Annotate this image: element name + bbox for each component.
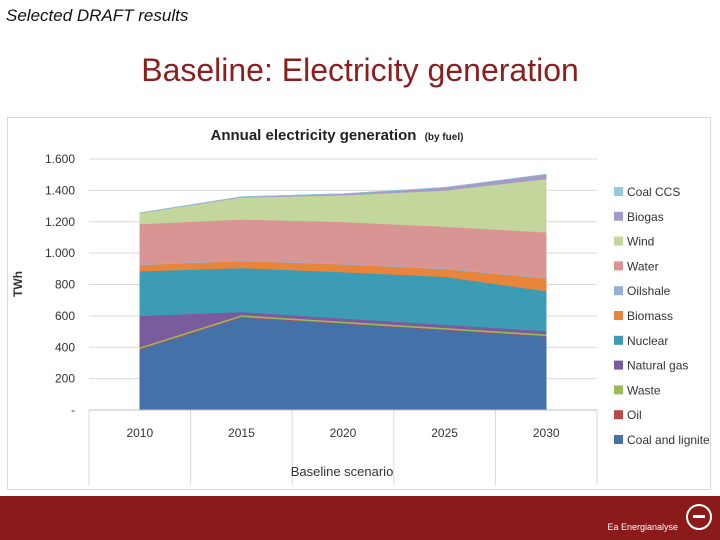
legend-item-natural-gas: Natural gas: [614, 359, 688, 373]
y-axis-label: TWh: [11, 271, 25, 297]
legend-swatch: [614, 211, 623, 221]
axis-layer: - 200 400 600 800 1.000 1.200 1.400 1.600 2010 201…: [45, 152, 598, 485]
legend-swatch: [614, 236, 623, 246]
legend-item-nuclear: Nuclear: [614, 334, 668, 348]
legend-item-biogas: Biogas: [614, 210, 664, 224]
y-tick-label: 800: [55, 278, 75, 292]
legend-label: Biogas: [627, 210, 664, 224]
legend-swatch: [614, 335, 623, 345]
slide-title: Baseline: Electricity generation: [141, 52, 579, 88]
y-tick-label: 200: [55, 372, 75, 386]
legend-swatch: [614, 311, 623, 320]
legend-label: Oil: [627, 408, 642, 422]
legend-swatch: [614, 360, 623, 370]
legend-label: Biomass: [627, 309, 673, 323]
x-tick-label: 2020: [330, 426, 357, 440]
legend-label: Coal CCS: [627, 185, 680, 199]
legend-swatch: [614, 286, 623, 296]
area-layer: [139, 173, 547, 411]
legend-swatch: [614, 410, 623, 420]
x-tick-label: 2015: [228, 426, 255, 440]
footer-bar: Ea Energianalyse: [0, 496, 720, 540]
legend: Coal CCS Biogas Wind Water Oilshale Biomass Nu…: [614, 185, 710, 447]
legend-label: Natural gas: [627, 359, 688, 373]
y-tick-label: 1.400: [45, 183, 75, 197]
legend-swatch: [614, 385, 623, 395]
chart-title: Annual electricity generation (by fuel): [211, 127, 464, 144]
x-axis-label: Baseline scenario: [291, 464, 394, 479]
legend-label: Coal and lignite: [627, 433, 710, 447]
legend-item-coal-ccs: Coal CCS: [614, 185, 680, 199]
legend-item-oil: Oil: [614, 408, 642, 422]
chart-title-main: Annual electricity generation: [211, 127, 417, 144]
legend-label: Water: [627, 259, 659, 273]
area-chart: - 200 400 600 800 1.000 1.200 1.400 1.600 2010 201…: [7, 117, 711, 490]
legend-item-biomass: Biomass: [614, 309, 673, 323]
legend-item-waste: Waste: [614, 383, 661, 397]
footer-brand: Ea Energianalyse: [607, 522, 678, 532]
company-logo-icon: [686, 504, 712, 530]
legend-item-wind: Wind: [614, 235, 654, 249]
y-tick-label: 1.000: [45, 246, 75, 260]
y-tick-label: 600: [55, 309, 75, 323]
x-tick-label: 2010: [126, 426, 153, 440]
legend-label: Wind: [627, 235, 654, 249]
x-tick-label: 2025: [431, 426, 458, 440]
legend-label: Oilshale: [627, 284, 671, 298]
y-tick-label: 400: [55, 340, 75, 354]
legend-label: Nuclear: [627, 334, 668, 348]
slide-header: Selected DRAFT results: [6, 6, 189, 25]
legend-label: Waste: [627, 383, 661, 397]
chart-title-suffix: (by fuel): [425, 132, 464, 143]
legend-item-oilshale: Oilshale: [614, 284, 671, 298]
y-tick-label: -: [71, 403, 75, 417]
legend-item-coal-and-lignite: Coal and lignite: [614, 433, 710, 447]
legend-swatch: [614, 435, 623, 444]
legend-item-water: Water: [614, 259, 659, 273]
legend-swatch: [614, 261, 623, 271]
x-tick-label: 2030: [533, 426, 560, 440]
legend-swatch: [614, 187, 623, 196]
y-tick-label: 1.600: [45, 152, 75, 166]
y-tick-label: 1.200: [45, 215, 75, 229]
